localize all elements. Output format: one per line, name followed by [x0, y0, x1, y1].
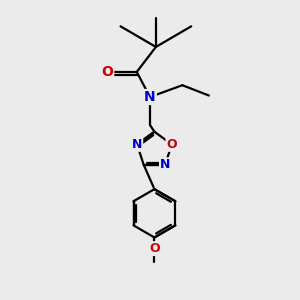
Text: O: O	[149, 242, 160, 255]
Text: N: N	[132, 138, 142, 151]
Text: O: O	[101, 65, 113, 79]
Text: N: N	[144, 90, 156, 104]
Text: N: N	[160, 158, 170, 171]
Text: O: O	[167, 138, 177, 151]
